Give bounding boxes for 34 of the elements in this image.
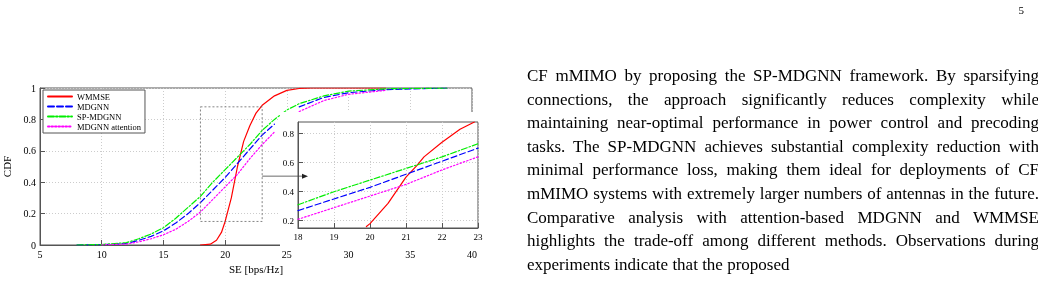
x-tick-label: 30 <box>343 248 354 260</box>
y-tick-label: 0.6 <box>282 157 295 168</box>
y-axis-title: CDF <box>1 155 14 178</box>
legend-label: SP-MDGNN <box>77 111 122 122</box>
y-tick-label: 1 <box>31 82 36 94</box>
y-tick-label: 0.6 <box>23 145 36 157</box>
line-series <box>365 121 475 228</box>
x-tick-label: 40 <box>467 248 477 260</box>
y-tick-label: 0.8 <box>282 128 295 139</box>
x-tick-label: 21 <box>401 231 411 242</box>
x-tick-label: 19 <box>329 231 339 242</box>
y-tick-label: 0.4 <box>282 186 295 197</box>
x-axis-title: SE [bps/Hz] <box>228 263 284 276</box>
x-tick-label: 23 <box>473 231 483 242</box>
x-tick-label: 10 <box>96 248 107 260</box>
legend-label: WMMSE <box>77 91 111 102</box>
text: 5 <box>1018 4 1024 16</box>
legend-label: MDGNN attention <box>77 121 142 132</box>
x-tick-label: 22 <box>437 231 447 242</box>
x-tick-label: 25 <box>281 248 292 260</box>
y-tick-label: 0.4 <box>23 176 36 188</box>
x-tick-label: 35 <box>405 248 416 260</box>
legend-label: MDGNN <box>77 101 110 112</box>
text: CF mMIMO by proposing the SP-MDGNN framework. By sparsifying connections, the approach significantly reduces complexity while maintaining near-optimal performance in power control and precoding tasks. The SP-MDGNN achieves substantial complexity reduction with minimal performance loss, making them ideal for deployments of CF mMIMO systems with extremely larger numbers of antennas in the future. Comparative analysis with attention-based MDGNN and WMMSE highlights the trade-off among different methods. Observations during experiments indicate that the proposed <box>527 66 1038 274</box>
y-tick-label: 0.2 <box>282 215 294 226</box>
x-tick-label: 20 <box>365 231 375 242</box>
x-tick-label: 15 <box>158 248 169 260</box>
y-tick-label: 0 <box>31 239 36 251</box>
x-tick-label: 20 <box>220 248 231 260</box>
line-series <box>297 156 479 220</box>
x-tick-label: 18 <box>293 231 303 242</box>
y-tick-label: 0.8 <box>23 113 36 125</box>
x-tick-label: 5 <box>37 248 43 260</box>
y-tick-label: 0.2 <box>23 208 36 220</box>
